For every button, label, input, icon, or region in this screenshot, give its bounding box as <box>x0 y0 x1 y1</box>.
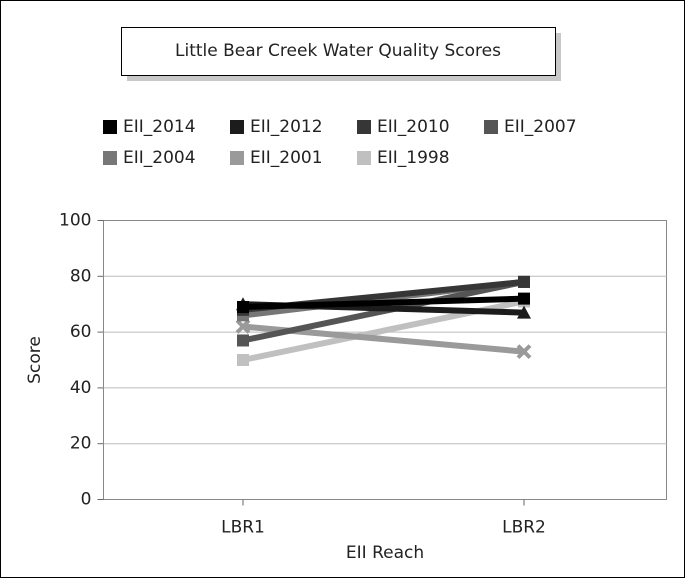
y-tick-label: 80 <box>70 266 92 286</box>
marker <box>518 275 530 288</box>
y-tick-label: 60 <box>70 322 92 342</box>
marker <box>237 354 249 366</box>
x-tick-label: LBR2 <box>502 518 546 538</box>
y-tick-label: 100 <box>59 211 91 231</box>
legend-label: EII_2012 <box>250 117 323 137</box>
marker <box>237 300 249 313</box>
legend-label: EII_2004 <box>123 148 196 168</box>
legend-swatch <box>357 151 371 165</box>
marker <box>517 305 531 319</box>
chart-title: Little Bear Creek Water Quality Scores <box>175 41 501 61</box>
x-axis-label: EII Reach <box>346 543 424 563</box>
legend-swatch <box>357 120 371 134</box>
legend-label: EII_1998 <box>377 148 450 168</box>
y-tick-label: 0 <box>81 490 92 510</box>
legend-label: EII_2010 <box>377 117 450 137</box>
y-tick-label: 20 <box>70 434 92 454</box>
series-line <box>240 295 527 310</box>
plot-area <box>103 220 667 500</box>
legend-label: EII_2001 <box>250 148 323 168</box>
marker <box>237 334 249 347</box>
marker <box>518 292 530 305</box>
legend-swatch <box>103 120 117 134</box>
legend-label: EII_2014 <box>123 117 196 137</box>
legend-swatch <box>484 120 498 134</box>
y-tick-label: 40 <box>70 378 92 398</box>
marker <box>516 344 532 360</box>
x-tick-label: LBR1 <box>221 518 265 538</box>
y-axis-label: Score <box>25 336 45 384</box>
legend-swatch <box>230 151 244 165</box>
legend-swatch <box>230 120 244 134</box>
marker <box>235 319 251 334</box>
title-box <box>121 27 556 76</box>
legend-label: EII_2007 <box>504 117 577 137</box>
legend-swatch <box>103 151 117 165</box>
